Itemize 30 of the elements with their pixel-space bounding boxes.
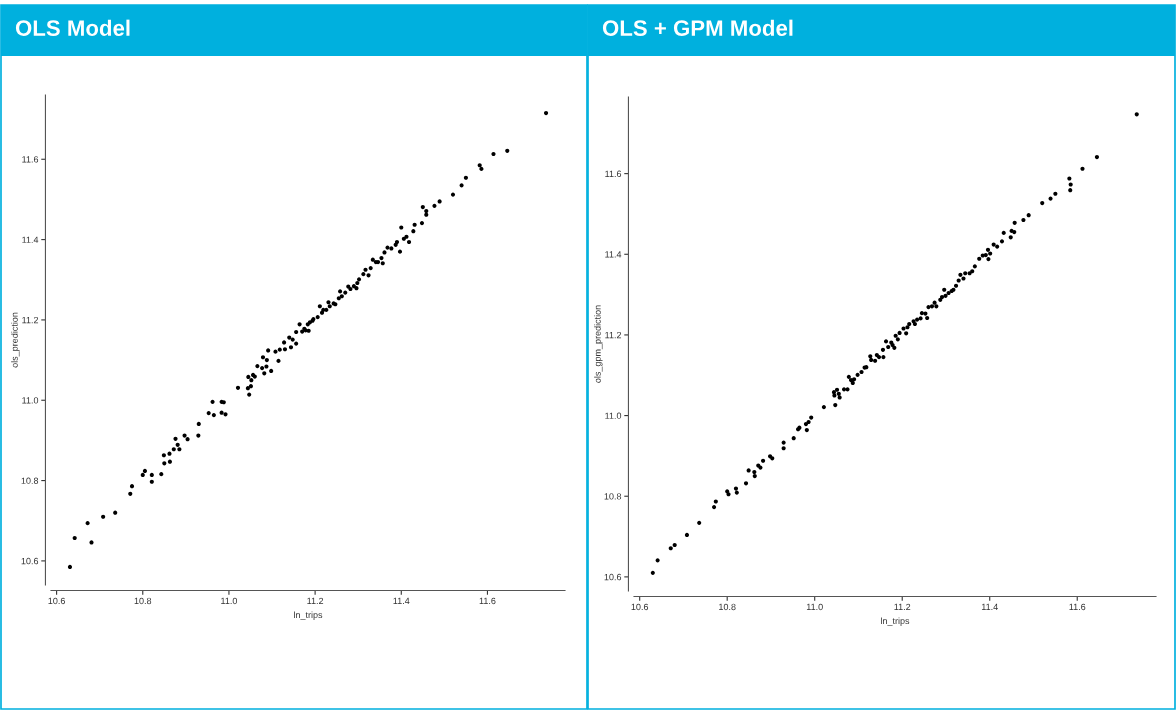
y-tick-label: 10.8 bbox=[21, 477, 39, 484]
y-axis-title: ols_prediction bbox=[11, 312, 20, 368]
x-tick-label: 11.0 bbox=[221, 597, 238, 605]
x-tick-label: 11.0 bbox=[806, 603, 823, 611]
x-axis-title: ln_trips bbox=[881, 617, 910, 626]
x-tick-label: 10.6 bbox=[631, 603, 649, 611]
x-tick-label: 11.4 bbox=[393, 597, 410, 605]
y-tick-label: 11.6 bbox=[605, 170, 622, 177]
x-tick-label: 11.2 bbox=[894, 603, 911, 611]
x-axis-title: ln_trips bbox=[294, 611, 323, 620]
y-tick-label: 11.0 bbox=[22, 397, 39, 404]
y-tick-label: 10.6 bbox=[21, 557, 39, 565]
chart-title: OLS Model bbox=[15, 19, 130, 36]
chart-title: OLS + GPM Model bbox=[602, 19, 793, 36]
x-tick-label: 10.8 bbox=[134, 597, 152, 605]
y-tick-label: 10.8 bbox=[604, 493, 622, 500]
y-tick-label: 11.6 bbox=[22, 156, 39, 163]
x-tick-label: 11.4 bbox=[981, 603, 998, 611]
y-tick-label: 11.4 bbox=[22, 236, 39, 243]
y-tick-label: 11.0 bbox=[605, 412, 622, 419]
y-tick-label: 11.2 bbox=[22, 316, 39, 324]
x-tick-label: 10.6 bbox=[48, 597, 65, 605]
y-tick-label: 10.6 bbox=[604, 573, 622, 581]
x-tick-label: 10.8 bbox=[719, 603, 736, 611]
x-tick-label: 11.6 bbox=[1069, 603, 1086, 611]
x-tick-label: 11.6 bbox=[479, 597, 496, 605]
x-tick-label: 11.2 bbox=[307, 597, 324, 605]
y-axis-title: ols_gpm_prediction bbox=[594, 305, 603, 383]
y-tick-label: 11.2 bbox=[605, 331, 622, 339]
y-tick-label: 11.4 bbox=[605, 251, 622, 258]
